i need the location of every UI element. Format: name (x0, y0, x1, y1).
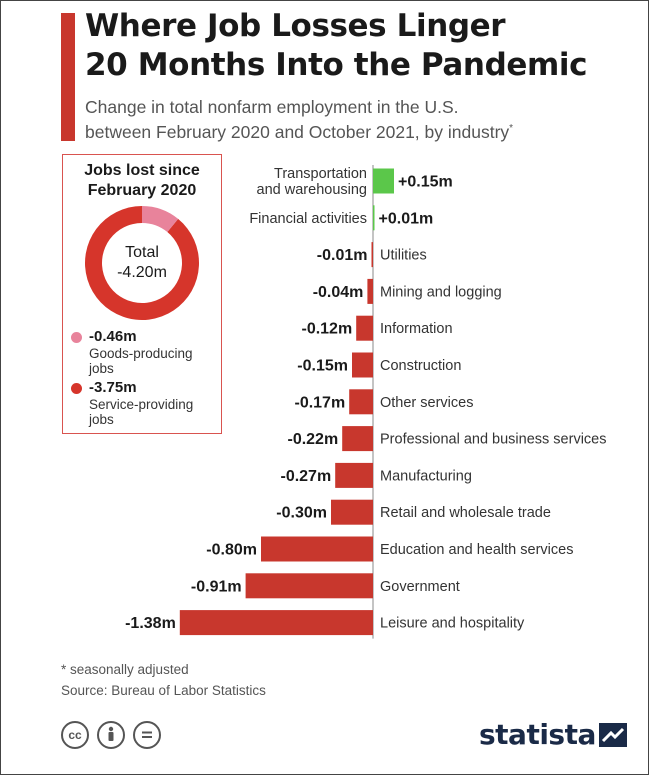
donut-slice-services (85, 206, 199, 320)
attribution-icon[interactable] (97, 721, 125, 749)
value-label-10: -0.30m (276, 505, 327, 522)
legend-value-goods: -0.46m (89, 328, 137, 345)
donut-total: Total -4.20m (82, 243, 202, 283)
category-label-line: Financial activities (249, 211, 367, 227)
category-label-line: Leisure and hospitality (380, 616, 525, 632)
value-label-6: -0.15m (297, 358, 348, 375)
bar-6 (352, 352, 373, 378)
category-label-3: Utilities (380, 248, 427, 264)
value-label-8: -0.22m (287, 431, 338, 448)
value-label-11: -0.80m (206, 542, 257, 559)
bar-4 (367, 278, 373, 304)
donut-total-value: -4.20m (117, 264, 167, 281)
bar-2 (373, 205, 375, 231)
category-label-13: Leisure and hospitality (380, 616, 525, 632)
legend-value-services: -3.75m (89, 379, 137, 396)
bar-5 (356, 315, 373, 341)
category-label-line: Government (380, 579, 460, 595)
value-label-9: -0.27m (280, 468, 331, 485)
legend-dot-goods (71, 332, 82, 343)
legend-label-goods: Goods-producing jobs (89, 346, 193, 376)
category-label-line: Retail and wholesale trade (380, 505, 551, 521)
category-label-12: Government (380, 579, 460, 595)
jobs-lost-panel: Jobs lost since February 2020 Total -4.2… (62, 154, 222, 434)
footnote: * seasonally adjusted (61, 662, 189, 677)
donut-title-line-2: February 2020 (87, 182, 197, 199)
subtitle-asterisk: * (509, 123, 514, 134)
value-label-12: -0.91m (191, 578, 242, 595)
category-label-4: Mining and logging (380, 284, 502, 300)
category-label-line: Other services (380, 395, 473, 411)
category-label-1: Transportation and warehousing (257, 166, 367, 198)
chart-title: Where Job Losses Linger 20 Months Into t… (85, 7, 625, 85)
value-label-2: +0.01m (379, 210, 434, 227)
value-label-5: -0.12m (301, 321, 352, 338)
category-label-5: Information (380, 321, 453, 337)
bar-10 (331, 499, 373, 525)
legend-label-services: Service-providing jobs (89, 397, 194, 427)
bar-9 (335, 462, 373, 488)
legend-dot-services (71, 383, 82, 394)
title-line-1: Where Job Losses Linger (85, 8, 506, 44)
category-label-2: Financial activities (249, 211, 367, 227)
donut-slice-goods (142, 206, 179, 233)
bar-chart: +0.15m Transportation and warehousing +0.01… (125, 165, 606, 639)
donut-title-line-1: Jobs lost since (84, 162, 200, 179)
bar-12 (245, 573, 373, 599)
donut-title: Jobs lost since February 2020 (63, 161, 221, 201)
bar-11 (261, 536, 373, 562)
source-note: Source: Bureau of Labor Statistics (61, 683, 266, 698)
subtitle-line-1: Change in total nonfarm employment in th… (85, 97, 459, 117)
category-label-6: Construction (380, 358, 461, 374)
bar-8 (342, 426, 373, 452)
value-label-13: -1.38m (125, 615, 176, 632)
category-label-11: Education and health services (380, 542, 573, 558)
bar-3 (371, 242, 373, 268)
donut-chart (85, 206, 199, 320)
category-label-10: Retail and wholesale trade (380, 505, 551, 521)
category-label-9: Manufacturing (380, 468, 472, 484)
category-label-line: and warehousing (257, 182, 367, 198)
subtitle-line-2-text: between February 2020 and October 2021, … (85, 121, 510, 142)
bar-13 (179, 610, 373, 636)
statista-wordmark: statista (479, 718, 596, 751)
category-label-line: Information (380, 321, 453, 337)
value-label-1: +0.15m (398, 174, 453, 191)
category-label-line: Manufacturing (380, 468, 472, 484)
cc-icon[interactable]: cc (61, 721, 89, 749)
title-line-2: 20 Months Into the Pandemic (85, 47, 588, 83)
category-label-line: Education and health services (380, 542, 573, 558)
category-label-line: Mining and logging (380, 284, 502, 300)
value-label-3: -0.01m (317, 247, 368, 264)
title-accent-bar (61, 13, 75, 141)
donut-total-label: Total (125, 244, 159, 261)
category-label-8: Professional and business services (380, 432, 606, 448)
subtitle-line-2: between February 2020 and October 2021, … (85, 118, 630, 143)
bar-7 (349, 389, 373, 415)
category-label-line: Transportation (274, 166, 367, 182)
bar-1 (373, 168, 394, 194)
no-derivatives-icon[interactable] (133, 721, 161, 749)
value-label-4: -0.04m (313, 284, 364, 301)
category-label-line: Professional and business services (380, 432, 606, 448)
category-label-line: Construction (380, 358, 461, 374)
category-label-line: Utilities (380, 248, 427, 264)
statista-mark-icon (599, 723, 627, 747)
category-label-7: Other services (380, 395, 473, 411)
chart-subtitle: Change in total nonfarm employment in th… (85, 96, 630, 143)
value-label-7: -0.17m (294, 394, 345, 411)
